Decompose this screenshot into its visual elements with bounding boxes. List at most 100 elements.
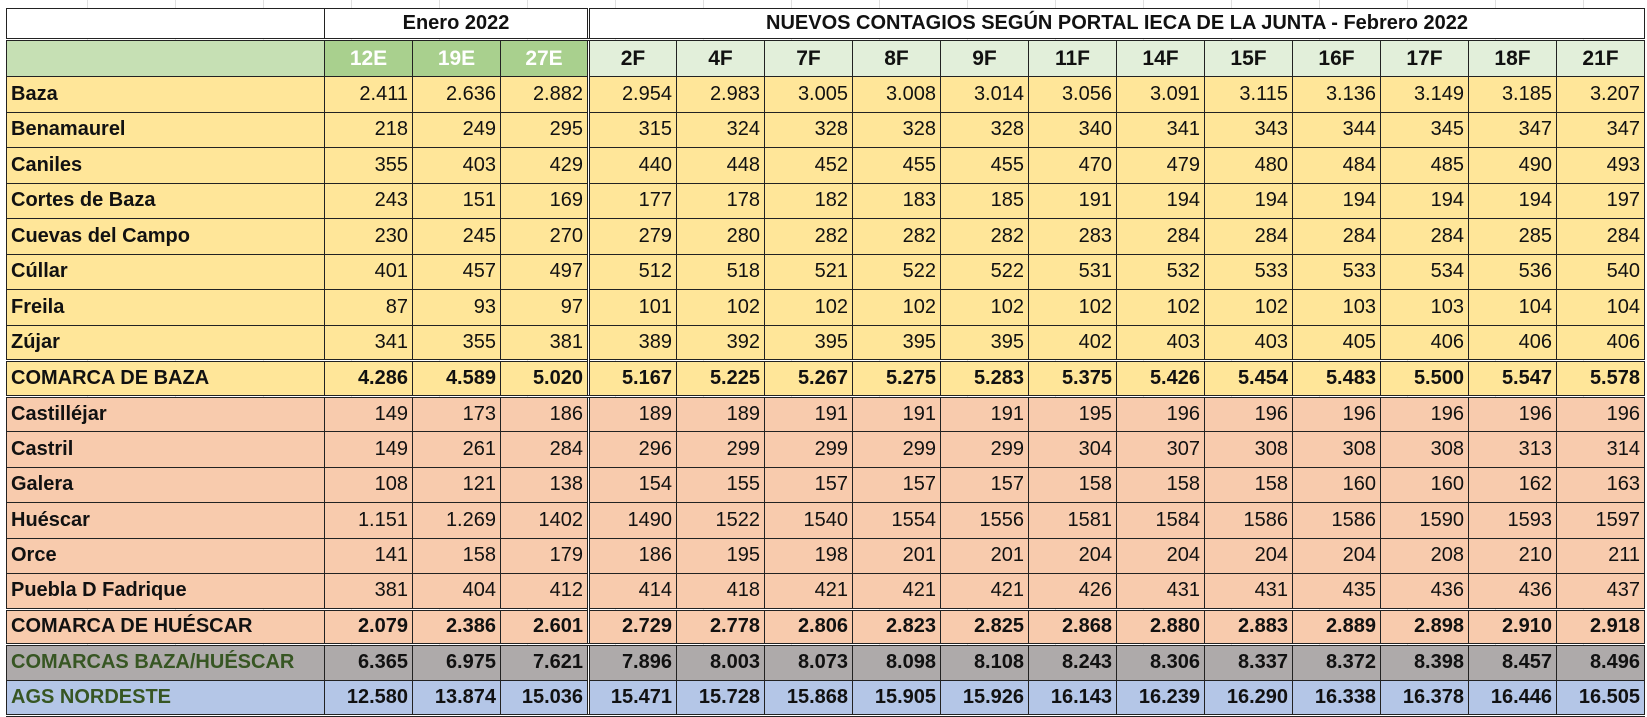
column-header-14f[interactable]: 14F [1116,39,1205,77]
value-cell[interactable]: 1556 [940,502,1029,539]
value-cell[interactable]: 154 [587,466,677,503]
value-cell[interactable]: 299 [940,431,1029,468]
value-cell[interactable]: 5.426 [1116,359,1205,398]
value-cell[interactable]: 1586 [1204,502,1293,539]
value-cell[interactable]: 191 [852,395,941,432]
value-cell[interactable]: 197 [1556,182,1645,219]
value-cell[interactable]: 1586 [1292,502,1381,539]
value-cell[interactable]: 403 [412,147,501,184]
value-cell[interactable]: 8.337 [1204,644,1293,681]
value-cell[interactable]: 414 [587,573,677,610]
value-cell[interactable]: 138 [500,466,589,503]
value-cell[interactable]: 406 [1380,324,1469,361]
value-cell[interactable]: 5.020 [500,359,589,398]
value-cell[interactable]: 2.954 [587,76,677,113]
value-cell[interactable]: 448 [676,147,765,184]
value-cell[interactable]: 341 [1116,111,1205,148]
value-cell[interactable]: 2.778 [676,607,765,646]
value-cell[interactable]: 5.283 [940,359,1029,398]
value-cell[interactable]: 381 [324,573,413,610]
column-header-17f[interactable]: 17F [1380,39,1469,77]
value-cell[interactable]: 13.874 [412,679,501,717]
value-cell[interactable]: 285 [1468,218,1557,255]
value-cell[interactable]: 344 [1292,111,1381,148]
row-label[interactable]: Zújar [6,324,325,361]
value-cell[interactable]: 189 [587,395,677,432]
value-cell[interactable]: 186 [500,395,589,432]
value-cell[interactable]: 2.889 [1292,607,1381,646]
value-cell[interactable]: 5.375 [1028,359,1117,398]
value-cell[interactable]: 497 [500,253,589,290]
value-cell[interactable]: 157 [940,466,1029,503]
value-cell[interactable]: 102 [852,289,941,326]
column-header-19e[interactable]: 19E [412,39,501,77]
value-cell[interactable]: 284 [1204,218,1293,255]
value-cell[interactable]: 2.729 [587,607,677,646]
column-header-16f[interactable]: 16F [1292,39,1381,77]
value-cell[interactable]: 201 [940,537,1029,574]
value-cell[interactable]: 4.589 [412,359,501,398]
value-cell[interactable]: 402 [1028,324,1117,361]
header-label-cell[interactable] [6,39,325,77]
value-cell[interactable]: 1522 [676,502,765,539]
value-cell[interactable]: 308 [1380,431,1469,468]
value-cell[interactable]: 324 [676,111,765,148]
column-header-27e[interactable]: 27E [500,39,589,77]
value-cell[interactable]: 406 [1556,324,1645,361]
value-cell[interactable]: 178 [676,182,765,219]
value-cell[interactable]: 194 [1380,182,1469,219]
value-cell[interactable]: 261 [412,431,501,468]
value-cell[interactable]: 2.918 [1556,607,1645,646]
value-cell[interactable]: 403 [1204,324,1293,361]
value-cell[interactable]: 3.091 [1116,76,1205,113]
value-cell[interactable]: 8.457 [1468,644,1557,681]
value-cell[interactable]: 245 [412,218,501,255]
column-header-7f[interactable]: 7F [764,39,853,77]
value-cell[interactable]: 8.108 [940,644,1029,681]
value-cell[interactable]: 455 [940,147,1029,184]
value-cell[interactable]: 230 [324,218,413,255]
column-header-9f[interactable]: 9F [940,39,1029,77]
value-cell[interactable]: 3.185 [1468,76,1557,113]
value-cell[interactable]: 3.207 [1556,76,1645,113]
value-cell[interactable]: 8.496 [1556,644,1645,681]
row-label[interactable]: COMARCAS BAZA/HUÉSCAR [6,644,325,681]
value-cell[interactable]: 418 [676,573,765,610]
value-cell[interactable]: 522 [852,253,941,290]
value-cell[interactable]: 2.825 [940,607,1029,646]
value-cell[interactable]: 313 [1468,431,1557,468]
value-cell[interactable]: 8.098 [852,644,941,681]
value-cell[interactable]: 8.003 [676,644,765,681]
value-cell[interactable]: 436 [1468,573,1557,610]
value-cell[interactable]: 101 [587,289,677,326]
value-cell[interactable]: 173 [412,395,501,432]
value-cell[interactable]: 3.115 [1204,76,1293,113]
value-cell[interactable]: 16.143 [1028,679,1117,717]
value-cell[interactable]: 1.151 [324,502,413,539]
value-cell[interactable]: 404 [412,573,501,610]
column-header-2f[interactable]: 2F [587,39,677,77]
value-cell[interactable]: 341 [324,324,413,361]
value-cell[interactable]: 204 [1292,537,1381,574]
value-cell[interactable]: 194 [1116,182,1205,219]
value-cell[interactable]: 194 [1204,182,1293,219]
value-cell[interactable]: 5.167 [587,359,677,398]
value-cell[interactable]: 518 [676,253,765,290]
value-cell[interactable]: 196 [1380,395,1469,432]
value-cell[interactable]: 158 [1116,466,1205,503]
value-cell[interactable]: 196 [1468,395,1557,432]
value-cell[interactable]: 284 [500,431,589,468]
value-cell[interactable]: 6.975 [412,644,501,681]
value-cell[interactable]: 198 [764,537,853,574]
value-cell[interactable]: 16.446 [1468,679,1557,717]
value-cell[interactable]: 102 [940,289,1029,326]
value-cell[interactable]: 102 [1204,289,1293,326]
value-cell[interactable]: 179 [500,537,589,574]
value-cell[interactable]: 1584 [1116,502,1205,539]
value-cell[interactable]: 493 [1556,147,1645,184]
value-cell[interactable]: 435 [1292,573,1381,610]
value-cell[interactable]: 16.505 [1556,679,1645,717]
value-cell[interactable]: 3.136 [1292,76,1381,113]
value-cell[interactable]: 210 [1468,537,1557,574]
value-cell[interactable]: 204 [1116,537,1205,574]
